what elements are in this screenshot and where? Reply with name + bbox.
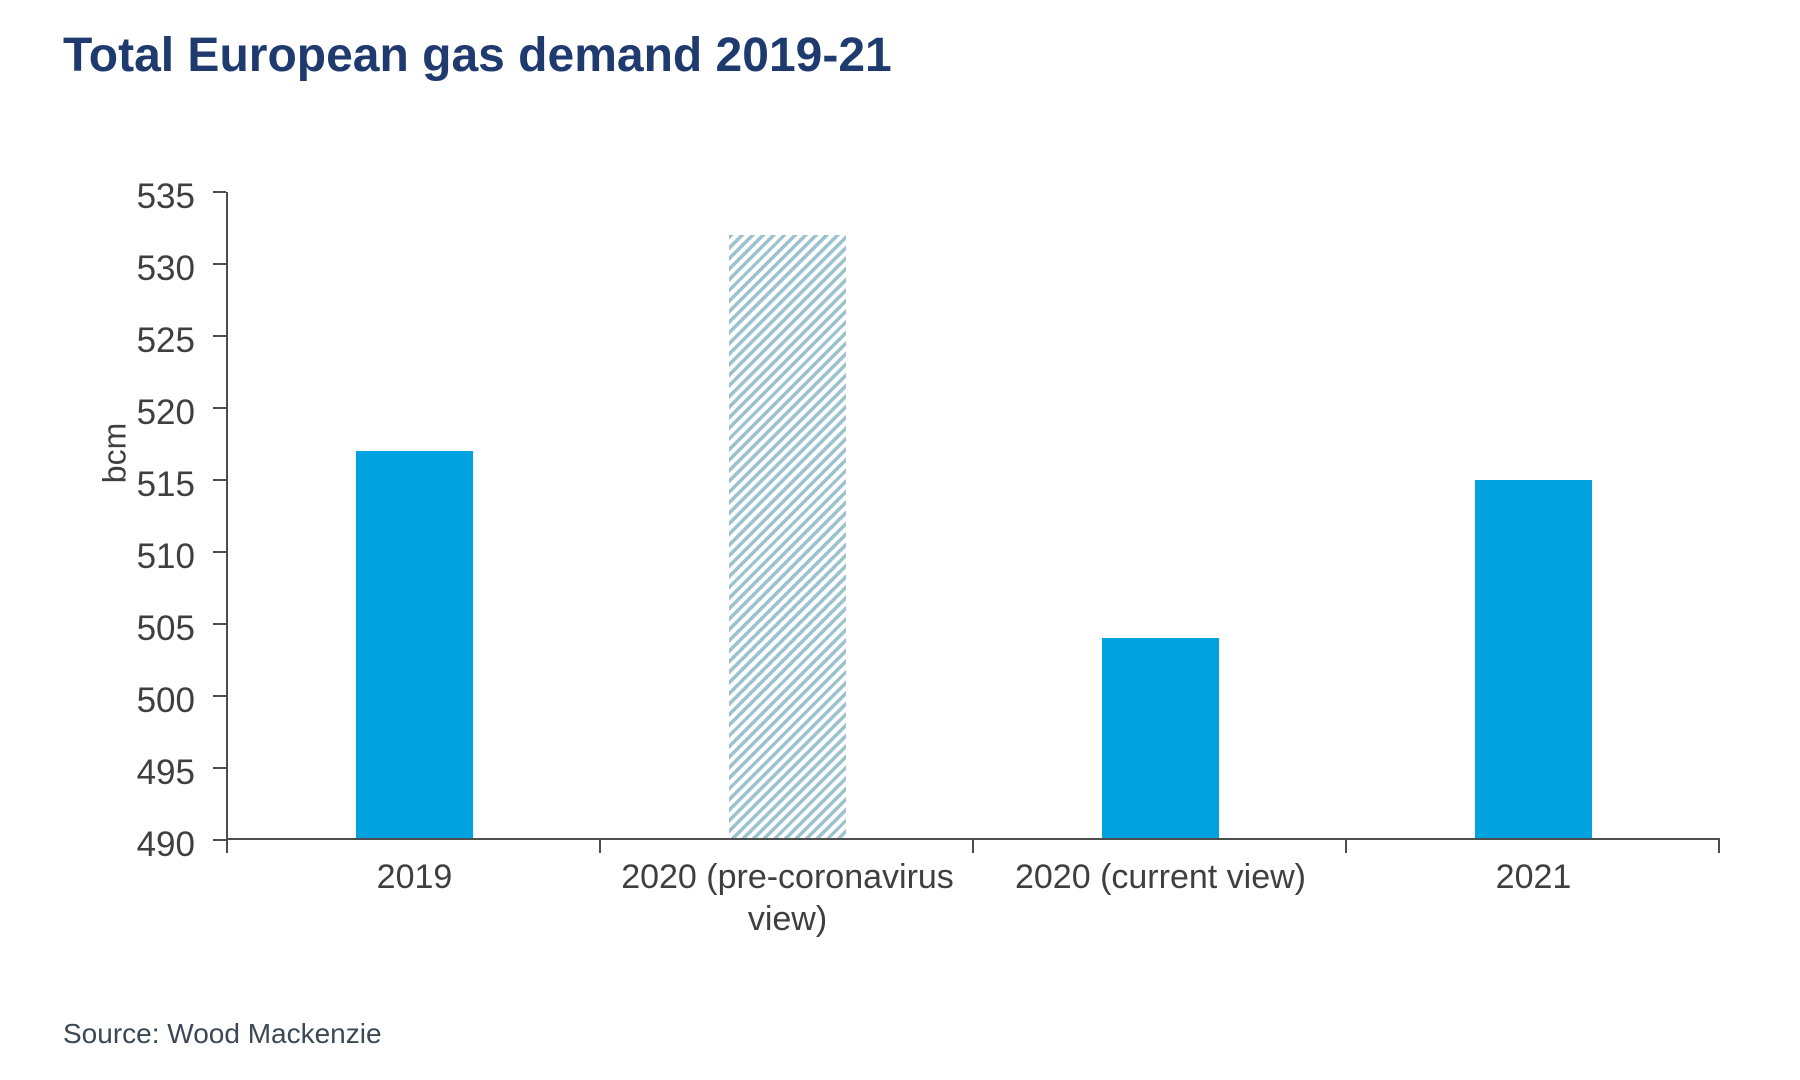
bar-2019 bbox=[356, 451, 473, 838]
bar-2021 bbox=[1475, 480, 1592, 838]
category-label-2019: 2019 bbox=[376, 858, 453, 896]
bar-2020-pre-coronavirus-view bbox=[729, 235, 846, 838]
y-axis-line bbox=[226, 192, 228, 853]
y-tick-mark bbox=[213, 767, 226, 769]
chart-title: Total European gas demand 2019-21 bbox=[63, 29, 892, 82]
y-tick-label: 510 bbox=[136, 537, 195, 576]
y-tick-label: 505 bbox=[136, 609, 195, 648]
category-label-2020-pre-coronavirus-view: 2020 (pre-coronavirus view) bbox=[621, 858, 954, 938]
source-note: Source: Wood Mackenzie bbox=[63, 1018, 382, 1049]
y-tick-mark bbox=[213, 623, 226, 625]
y-tick-mark bbox=[213, 263, 226, 265]
x-tick-mark bbox=[599, 840, 601, 853]
x-tick-mark bbox=[1718, 840, 1720, 853]
y-tick-mark bbox=[213, 695, 226, 697]
y-tick-label: 535 bbox=[136, 177, 195, 216]
y-tick-mark bbox=[213, 335, 226, 337]
category-label-2020-current-view: 2020 (current view) bbox=[1014, 858, 1306, 896]
y-tick-label: 520 bbox=[136, 393, 195, 432]
y-tick-mark bbox=[213, 407, 226, 409]
x-axis-line bbox=[228, 838, 1720, 840]
y-tick-label: 500 bbox=[136, 681, 195, 720]
y-tick-mark bbox=[213, 839, 226, 841]
y-tick-mark bbox=[213, 191, 226, 193]
x-tick-mark bbox=[972, 840, 974, 853]
category-label-2021: 2021 bbox=[1495, 858, 1572, 896]
y-tick-label: 495 bbox=[136, 753, 195, 792]
y-tick-label: 515 bbox=[136, 465, 195, 504]
y-tick-label: 490 bbox=[136, 825, 195, 864]
y-tick-mark bbox=[213, 479, 226, 481]
y-tick-label: 525 bbox=[136, 321, 195, 360]
y-tick-label: 530 bbox=[136, 249, 195, 288]
x-tick-mark bbox=[1345, 840, 1347, 853]
bar-2020-current-view bbox=[1102, 638, 1219, 838]
y-tick-mark bbox=[213, 551, 226, 553]
